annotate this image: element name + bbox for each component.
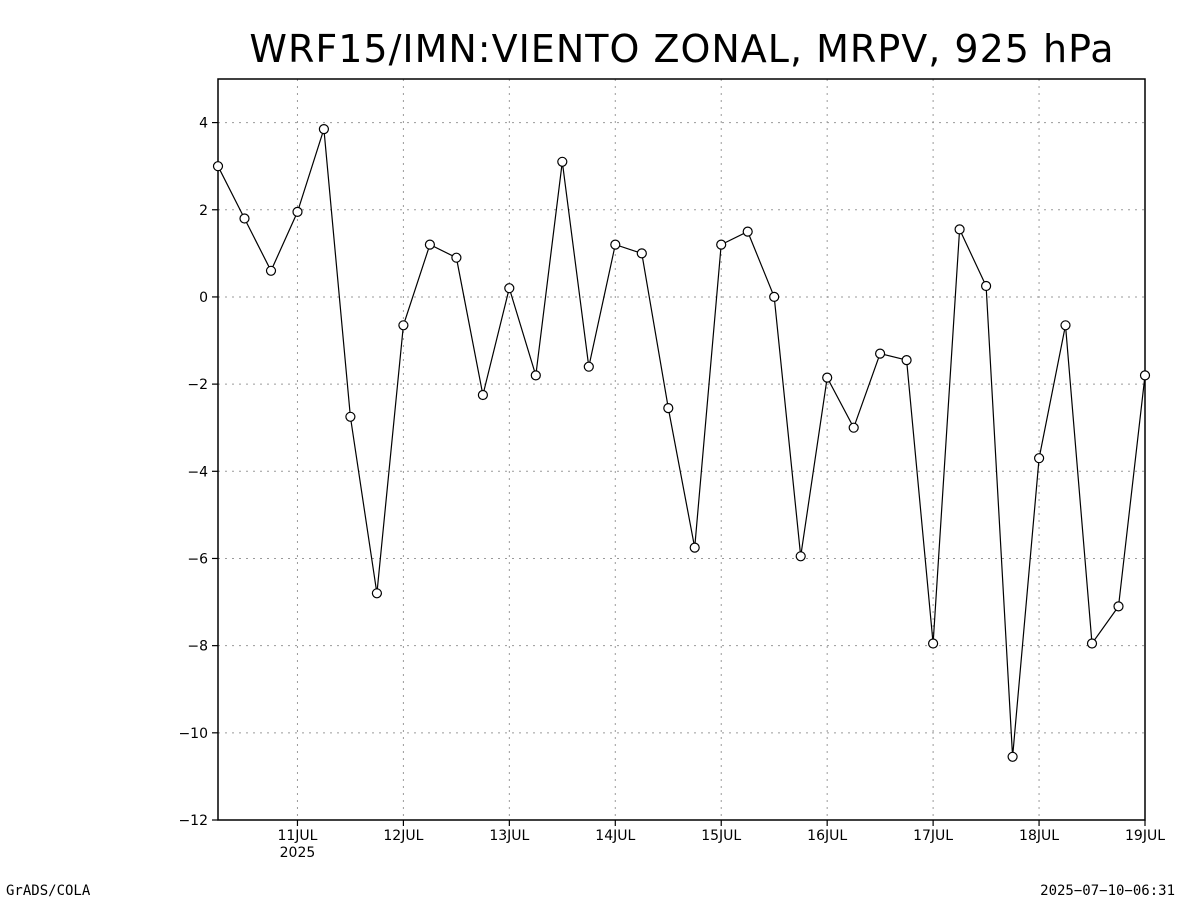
data-point xyxy=(292,206,303,217)
y-tick-label: 4 xyxy=(199,116,208,132)
data-point xyxy=(848,422,859,433)
data-point xyxy=(424,239,435,250)
y-tick-label: −2 xyxy=(187,377,208,393)
data-point xyxy=(610,239,621,250)
data-point xyxy=(477,389,488,401)
data-point xyxy=(901,355,912,366)
y-tick-label: −10 xyxy=(178,726,208,742)
x-tick-label: 18JUL xyxy=(1019,828,1059,844)
data-point xyxy=(1086,638,1098,649)
data-point xyxy=(954,224,965,235)
grid-lines xyxy=(218,79,1145,820)
data-point xyxy=(980,280,992,292)
data-point xyxy=(742,226,753,237)
data-point xyxy=(1113,601,1124,612)
data-point xyxy=(530,370,541,381)
y-tick-label: −12 xyxy=(178,813,208,829)
data-point xyxy=(636,248,647,259)
data-point xyxy=(1033,453,1045,464)
plot-frame xyxy=(217,78,1146,821)
y-tick-label: −4 xyxy=(187,464,208,480)
y-tick-label: −6 xyxy=(187,551,208,567)
chart-title: WRF15/IMN:VIENTO ZONAL, MRPV, 925 hPa xyxy=(249,27,1114,71)
data-point xyxy=(371,588,382,599)
x-tick-label: 14JUL xyxy=(595,828,635,844)
data-point xyxy=(1060,320,1071,331)
data-point xyxy=(822,372,833,383)
data-point xyxy=(318,124,329,135)
data-point xyxy=(451,252,462,263)
x-tick-label: 17JUL xyxy=(913,828,953,844)
data-point xyxy=(874,348,886,359)
data-point xyxy=(689,542,700,553)
data-point xyxy=(504,283,515,294)
y-axis-ticks: 4 2 0 −2 −4 −6 −8 −10 −12 xyxy=(178,116,218,829)
data-point xyxy=(795,551,806,562)
footer-left: GrADS/COLA xyxy=(6,883,91,899)
data-point xyxy=(212,161,224,172)
x-tick-label: 13JUL xyxy=(489,828,529,844)
data-point xyxy=(927,638,939,649)
y-tick-label: 0 xyxy=(199,290,208,306)
y-tick-label: 2 xyxy=(199,203,208,219)
data-point xyxy=(1139,370,1151,381)
x-tick-label: 12JUL xyxy=(383,828,423,844)
x-tick-label: 19JUL xyxy=(1125,828,1165,844)
data-point xyxy=(1007,751,1018,762)
x-tick-label: 16JUL xyxy=(807,828,847,844)
data-point xyxy=(398,320,409,331)
data-point xyxy=(345,411,356,422)
data-point xyxy=(769,291,780,302)
series-line xyxy=(217,128,1146,757)
data-point xyxy=(265,265,277,276)
x-tick-label: 11JUL xyxy=(277,828,317,844)
footer-right: 2025−07−10−06:31 xyxy=(1040,883,1175,899)
x-tick-sublabel: 2025 xyxy=(280,845,316,861)
data-point xyxy=(239,213,250,224)
data-point xyxy=(663,403,674,414)
series-points xyxy=(212,124,1151,762)
data-point xyxy=(583,361,594,372)
x-tick-label: 15JUL xyxy=(701,828,741,844)
data-point xyxy=(716,239,727,250)
data-point xyxy=(557,156,568,167)
y-tick-label: −8 xyxy=(187,639,208,655)
